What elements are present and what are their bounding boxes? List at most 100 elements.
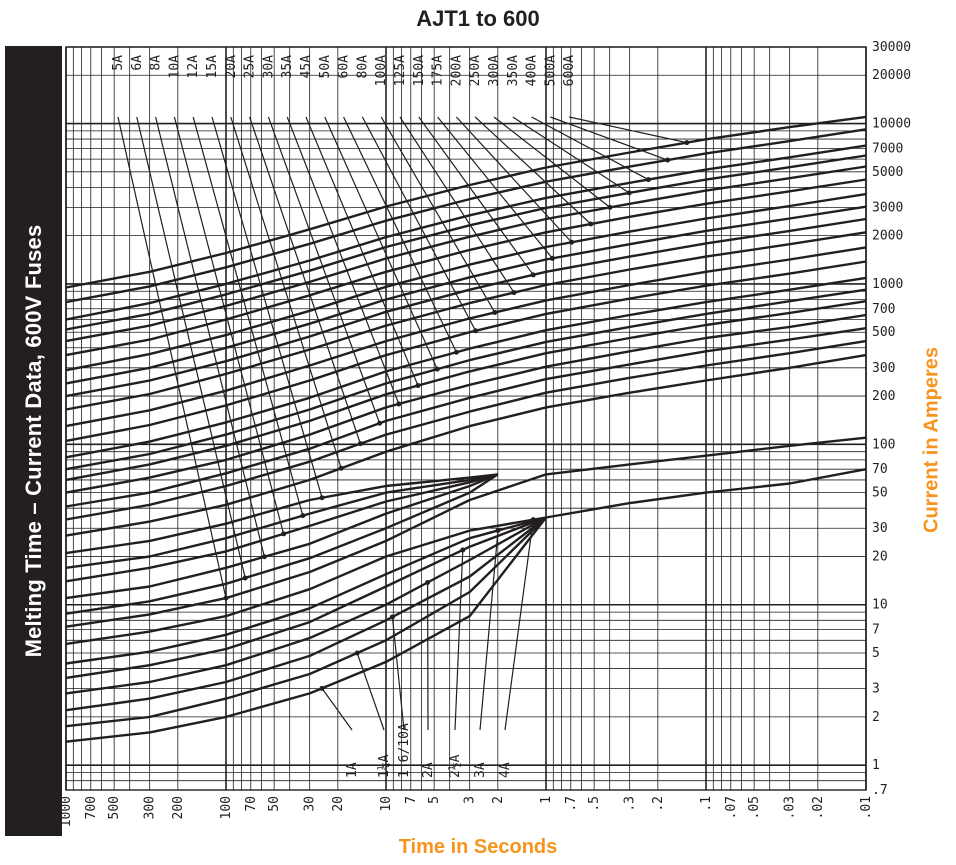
side-banner: Melting Time – Current Data, 600V Fuses (5, 46, 62, 836)
y-tick-label: 5 (872, 646, 880, 661)
series-line (65, 516, 547, 712)
series-leader-line (136, 116, 246, 579)
series-line (65, 516, 547, 665)
series-leader-arrow (319, 685, 325, 691)
x-tick-label: 500 (107, 796, 122, 819)
series-leader-arrow (530, 517, 536, 523)
series-leader-line (418, 116, 534, 276)
x-tick-label: .5 (587, 796, 602, 812)
y-tick-label: 30 (872, 521, 888, 536)
series-line (65, 178, 867, 357)
series-line (65, 473, 499, 569)
x-tick-label: .3 (623, 796, 638, 812)
x-axis-title: Time in Seconds (398, 836, 558, 858)
x-tick-label: 10 (379, 796, 394, 812)
x-tick-label: 200 (171, 796, 186, 819)
series-leader-arrow (684, 140, 690, 146)
x-tick-label: 1000 (59, 796, 74, 827)
series-label: 300A (487, 55, 502, 86)
series-leader-line (173, 116, 285, 535)
series-label: 200A (449, 55, 464, 86)
series-line (65, 516, 547, 680)
series-line (65, 144, 867, 321)
series-label: 350A (506, 55, 521, 86)
series-leader-line (305, 116, 419, 386)
series-leader-line (321, 687, 353, 731)
series-leader-line (267, 116, 381, 424)
series-leader-line (117, 116, 227, 599)
y-tick-label: 5000 (872, 165, 903, 180)
series-label: 50A (318, 55, 333, 79)
series-label: 1¼A (377, 754, 392, 778)
series-leader-arrow (389, 614, 395, 620)
series-leader-arrow (223, 595, 229, 601)
series-leader-line (550, 116, 668, 161)
series-leader-line (493, 116, 611, 208)
y-tick-label: 7 (872, 623, 880, 638)
x-tick-label: .03 (783, 796, 798, 819)
series-leader-line (211, 116, 323, 498)
series-label: 8A (149, 55, 164, 71)
x-tick-label: .01 (859, 796, 874, 819)
series-line (65, 339, 867, 521)
y-tick-label: 20000 (872, 68, 911, 83)
x-tick-label: 700 (84, 796, 99, 819)
series-leader-arrow (473, 328, 479, 334)
series-leader-line (192, 116, 304, 516)
series-line (65, 300, 867, 482)
series-leader-arrow (338, 465, 344, 471)
series-label: 30A (261, 55, 276, 79)
y-tick-label: 100 (872, 437, 895, 452)
series-leader-line (230, 116, 342, 469)
y-tick-label: 3000 (872, 200, 903, 215)
series-leader-line (531, 116, 649, 181)
series-line (65, 128, 867, 304)
series-line (65, 217, 867, 398)
x-tick-label: .02 (811, 796, 826, 819)
series-line (65, 473, 499, 600)
series-line (65, 115, 867, 289)
series-leader-arrow (415, 383, 421, 389)
series-leader-arrow (569, 239, 575, 245)
series-leader-line (343, 116, 457, 353)
x-tick-label: 3 (463, 796, 478, 804)
series-leader-arrow (588, 221, 594, 227)
series-line (65, 327, 867, 508)
series-label: 2A (421, 762, 436, 778)
series-label: 6A (130, 55, 145, 71)
series-leader-arrow (434, 366, 440, 372)
y-tick-label: 30000 (872, 40, 911, 55)
series-leader-arrow (495, 527, 501, 533)
y-tick-label: 50 (872, 486, 888, 501)
series-line (65, 313, 867, 494)
series-label: 175A (431, 55, 446, 86)
y-tick-label: 7000 (872, 141, 903, 156)
x-tick-label: 100 (219, 796, 234, 819)
series-label: 45A (299, 55, 314, 79)
series-leader-arrow (645, 177, 651, 183)
y-tick-label: 500 (872, 325, 895, 340)
x-tick-label: 20 (331, 796, 346, 812)
series-leader-line (437, 116, 553, 259)
y-tick-label: 2000 (872, 229, 903, 244)
series-label: 1A (345, 762, 360, 778)
y-tick-label: 2 (872, 710, 880, 725)
series-leader-arrow (300, 513, 306, 519)
series-line (65, 516, 547, 646)
series-label: 20A (224, 55, 239, 79)
series-leader-arrow (354, 650, 360, 656)
x-tick-label: .1 (699, 796, 714, 812)
y-tick-label: 300 (872, 361, 895, 376)
y-axis-title: Current in Amperes (920, 347, 943, 533)
series-label: 150A (412, 55, 427, 86)
series-leader-line (361, 116, 477, 332)
series-leader-arrow (425, 580, 431, 586)
series-leader-arrow (665, 157, 671, 163)
series-line (65, 276, 867, 459)
y-tick-label: 700 (872, 302, 895, 317)
series-label: 3A (473, 762, 488, 778)
y-tick-label: 10 (872, 598, 888, 613)
series-leader-line (455, 116, 573, 243)
series-label: 10A (167, 55, 182, 79)
